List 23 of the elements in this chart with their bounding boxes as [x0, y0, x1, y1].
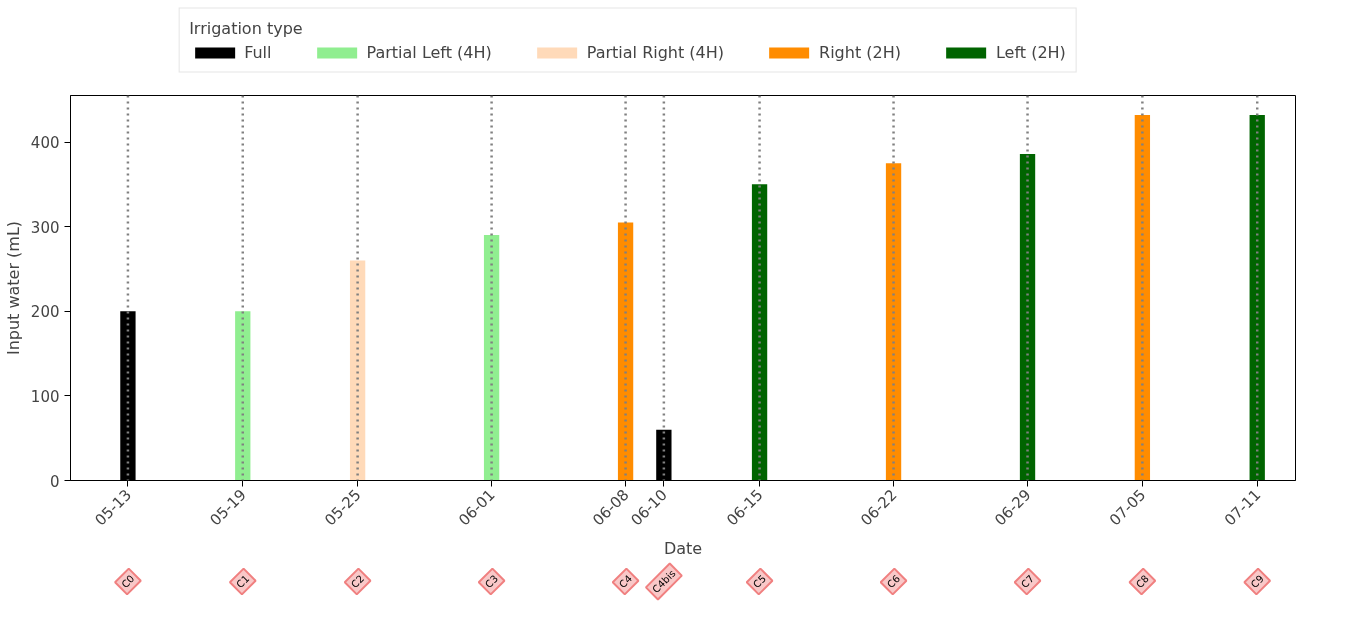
text: C8 [1133, 572, 1151, 591]
text: C6 [884, 572, 903, 591]
text: C3 [482, 572, 501, 591]
legend-label: Partial Right (4H) [586, 42, 725, 62]
text: C7 [1018, 572, 1037, 591]
text: C2 [349, 572, 367, 591]
text: C5 [750, 572, 769, 591]
x-axis-title: Date [663, 538, 703, 558]
y-tick-label: 300 [30, 218, 60, 237]
y-tick-label: 200 [30, 303, 60, 322]
y-tick-label: 100 [30, 387, 60, 406]
text: C9 [1248, 572, 1266, 591]
text: C4 [616, 572, 635, 591]
text: C1 [234, 572, 252, 591]
y-tick-label: 400 [30, 134, 60, 153]
y-axis-title: Input water (mL) [3, 220, 23, 356]
legend-label: Right (2H) [819, 42, 901, 62]
y-tick-label: 0 [49, 472, 60, 491]
text: C0 [119, 572, 137, 591]
legend-label: Partial Left (4H) [366, 42, 492, 62]
legend-label: Full [244, 42, 272, 62]
legend-label: Left (2H) [995, 42, 1066, 62]
legend-title: Irrigation type [189, 18, 304, 38]
